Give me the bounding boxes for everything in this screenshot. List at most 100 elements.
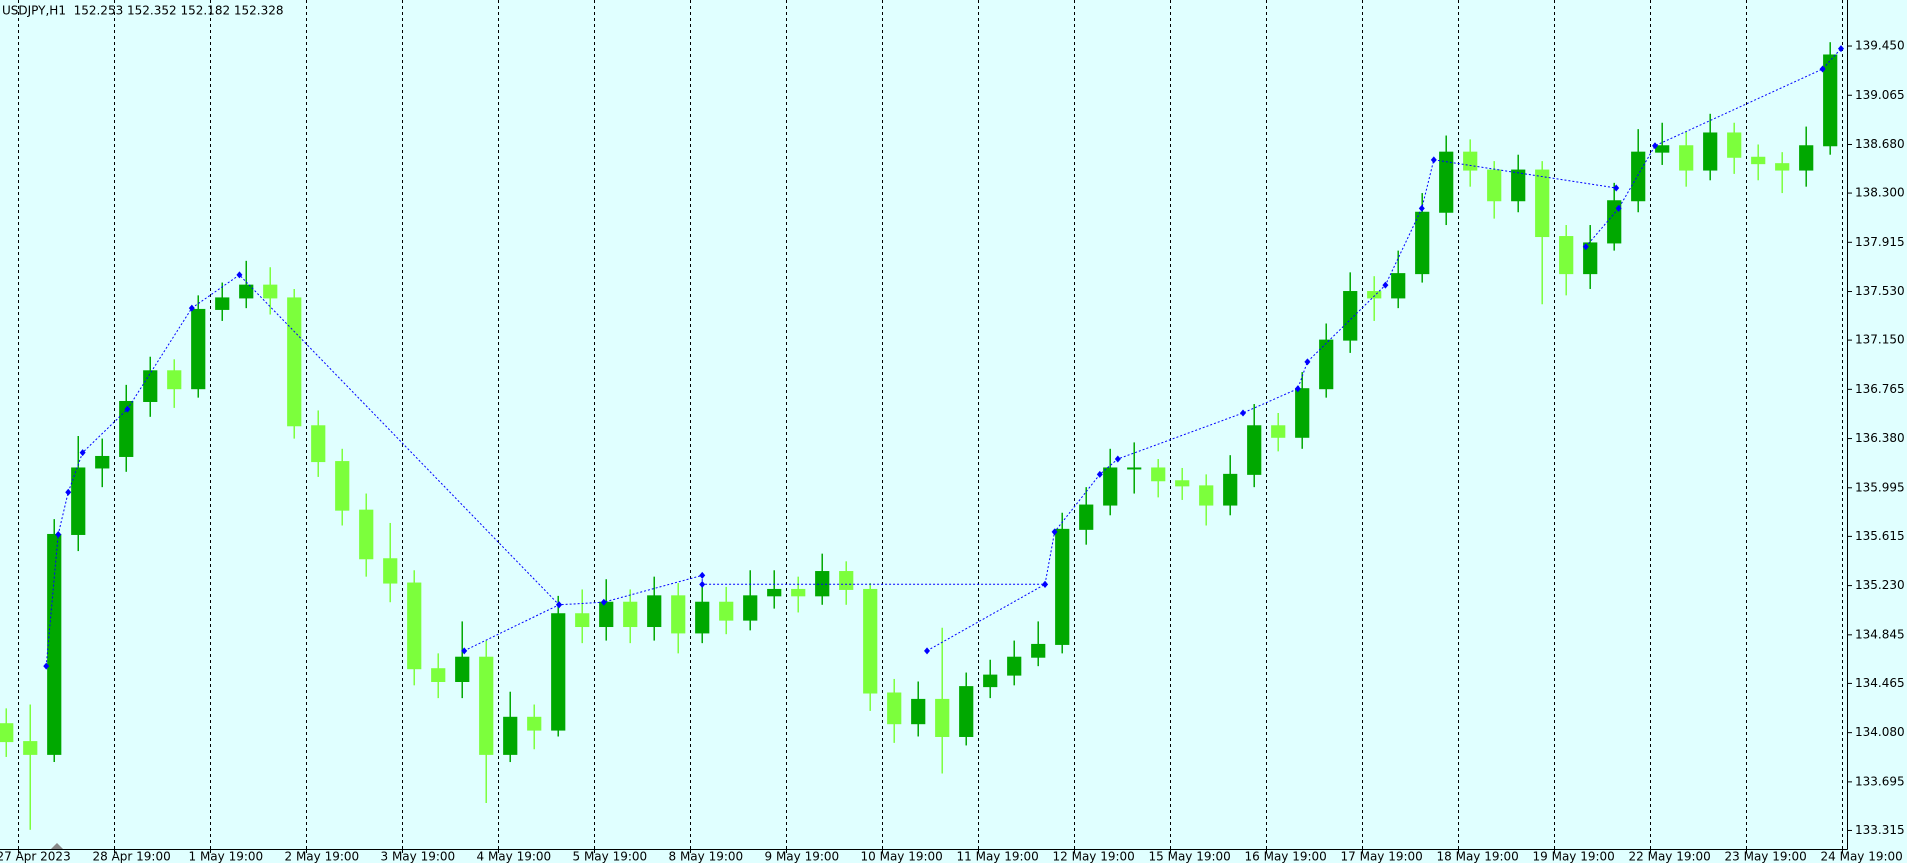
x-tick-label: 5 May 19:00 — [573, 850, 648, 863]
zigzag-point — [1240, 409, 1247, 417]
candle-body — [95, 455, 110, 469]
zigzag-point — [43, 662, 50, 670]
zigzag-point — [1652, 142, 1659, 150]
x-tick-label: 8 May 19:00 — [669, 850, 744, 863]
candle-body — [311, 425, 326, 463]
candle-body — [551, 613, 566, 731]
candle-body — [167, 370, 182, 390]
zigzag-point — [1051, 528, 1058, 536]
x-tick-label: 24 May 19:00 — [1821, 850, 1903, 863]
candle-body — [863, 588, 878, 694]
y-tick-label: 138.300 — [1855, 186, 1905, 200]
x-tick-label: 3 May 19:00 — [381, 850, 456, 863]
candle-body — [1463, 151, 1478, 171]
candle-body — [719, 601, 734, 621]
x-tick-label: 19 May 19:00 — [1533, 850, 1615, 863]
x-tick-label: 11 May 19:00 — [957, 850, 1039, 863]
candle-body — [431, 668, 446, 683]
x-tick-label: 18 May 19:00 — [1437, 850, 1519, 863]
candle-body — [887, 692, 902, 725]
candle-body — [695, 601, 710, 634]
x-tick-label: 12 May 19:00 — [1053, 850, 1135, 863]
zigzag-line — [45, 48, 1842, 667]
candle-body — [1751, 156, 1766, 165]
candle-body — [407, 582, 422, 670]
candle-body — [1127, 467, 1142, 470]
x-tick-label: 10 May 19:00 — [861, 850, 943, 863]
y-tick-label: 137.150 — [1855, 333, 1905, 347]
zigzag-point — [461, 647, 468, 655]
zigzag-point — [1430, 156, 1437, 164]
y-tick-label: 138.680 — [1855, 137, 1905, 151]
zigzag-point — [600, 598, 607, 606]
x-tick-label: 1 May 19:00 — [189, 850, 264, 863]
zigzag-point — [556, 601, 563, 609]
candle-body — [1367, 291, 1382, 299]
y-tick-label: 136.380 — [1855, 431, 1905, 445]
zigzag-point — [699, 580, 706, 588]
candle-body — [1391, 273, 1406, 299]
candle-body — [1583, 242, 1598, 275]
y-tick-label: 133.695 — [1855, 774, 1905, 788]
candle-body — [143, 370, 158, 402]
candle-body — [1439, 151, 1454, 213]
zigzag-point — [1096, 470, 1103, 478]
zigzag-point — [55, 530, 62, 538]
candle-body — [1031, 643, 1046, 658]
candle-body — [335, 461, 350, 511]
candle-body — [1727, 132, 1742, 158]
y-tick-label: 135.615 — [1855, 529, 1905, 543]
candle-body — [503, 716, 518, 755]
zigzag-point — [1304, 358, 1311, 366]
y-tick-label: 137.530 — [1855, 284, 1905, 298]
zigzag-point — [924, 647, 931, 655]
zigzag-point — [65, 488, 72, 496]
candle-body — [1319, 339, 1334, 390]
candle-body — [623, 601, 638, 628]
candle-body — [287, 297, 302, 427]
candle-body — [767, 588, 782, 597]
candle-body — [1487, 169, 1502, 202]
candle-body — [1823, 54, 1838, 147]
y-tick-label: 139.450 — [1855, 39, 1905, 53]
zigzag-point — [1382, 281, 1389, 289]
x-tick-label: 27 Apr 2023 — [0, 850, 71, 863]
candle-body — [1655, 145, 1670, 153]
zigzag-point — [1294, 385, 1301, 393]
candle-body — [815, 571, 830, 597]
candle-body — [1559, 236, 1574, 275]
x-tick-label: 23 May 19:00 — [1725, 850, 1807, 863]
candle-body — [455, 656, 470, 683]
candle-body — [191, 308, 206, 390]
candle-body — [1079, 504, 1094, 530]
candle-body — [1223, 473, 1238, 506]
y-tick-label: 133.315 — [1855, 823, 1905, 837]
zigzag-point — [1042, 580, 1049, 588]
candle-body — [983, 674, 998, 688]
x-tick-label: 9 May 19:00 — [765, 850, 840, 863]
y-tick-label: 134.465 — [1855, 676, 1905, 690]
zigzag-point — [236, 271, 243, 279]
candle-body — [1007, 656, 1022, 676]
zigzag-point — [1819, 65, 1826, 73]
zigzag-point — [79, 449, 86, 457]
candle-body — [1271, 425, 1286, 438]
x-tick-label: 2 May 19:00 — [285, 850, 360, 863]
y-tick-label: 134.845 — [1855, 627, 1905, 641]
candle-body — [23, 741, 38, 755]
y-tick-label: 137.915 — [1855, 235, 1905, 249]
zigzag-point — [124, 405, 131, 413]
candle-body — [791, 588, 806, 597]
candle-body — [1775, 163, 1790, 171]
candle-body — [743, 595, 758, 621]
zigzag-point — [188, 304, 195, 312]
candle-body — [1151, 467, 1166, 482]
zigzag-point — [1838, 45, 1845, 53]
candle-body — [479, 656, 494, 755]
y-tick-label: 139.065 — [1855, 88, 1905, 102]
y-tick-label: 134.080 — [1855, 725, 1905, 739]
candle-body — [1175, 480, 1190, 487]
candle-body — [839, 571, 854, 590]
candle-body — [1295, 388, 1310, 438]
